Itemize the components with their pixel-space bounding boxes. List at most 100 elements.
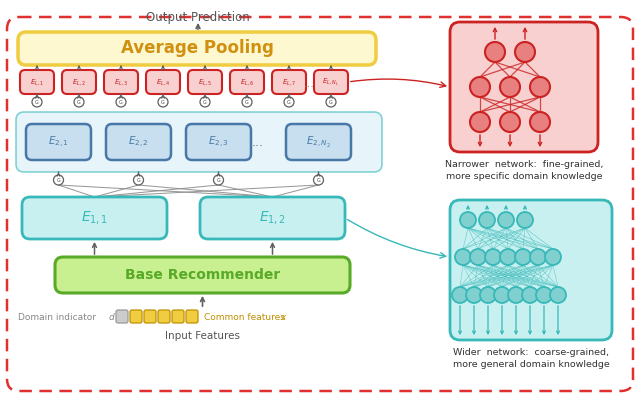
Text: $E_{L,2}$: $E_{L,2}$ bbox=[72, 77, 86, 87]
Text: Output Prediction: Output Prediction bbox=[146, 11, 250, 24]
FancyBboxPatch shape bbox=[20, 70, 54, 94]
Text: G: G bbox=[329, 100, 333, 104]
Text: $E_{L,7}$: $E_{L,7}$ bbox=[282, 77, 296, 87]
FancyBboxPatch shape bbox=[272, 70, 306, 94]
Circle shape bbox=[485, 42, 505, 62]
Circle shape bbox=[500, 249, 516, 265]
Text: G: G bbox=[35, 100, 39, 104]
Text: G: G bbox=[56, 177, 60, 183]
Text: $E_{L,4}$: $E_{L,4}$ bbox=[156, 77, 170, 87]
Text: G: G bbox=[287, 100, 291, 104]
Circle shape bbox=[515, 249, 531, 265]
Text: Wider  network:  coarse-grained,: Wider network: coarse-grained, bbox=[453, 348, 609, 357]
Circle shape bbox=[470, 77, 490, 97]
Circle shape bbox=[480, 287, 496, 303]
FancyBboxPatch shape bbox=[130, 310, 142, 323]
Circle shape bbox=[314, 175, 323, 185]
FancyBboxPatch shape bbox=[172, 310, 184, 323]
Circle shape bbox=[242, 97, 252, 107]
Text: G: G bbox=[161, 100, 165, 104]
Text: ...: ... bbox=[252, 135, 264, 148]
FancyBboxPatch shape bbox=[144, 310, 156, 323]
Circle shape bbox=[500, 77, 520, 97]
Text: $E_{1,2}$: $E_{1,2}$ bbox=[259, 210, 286, 226]
FancyBboxPatch shape bbox=[450, 200, 612, 340]
Circle shape bbox=[116, 97, 126, 107]
Text: $d$: $d$ bbox=[108, 312, 116, 322]
Circle shape bbox=[460, 212, 476, 228]
Text: Narrower  network:  fine-grained,: Narrower network: fine-grained, bbox=[445, 160, 603, 169]
FancyBboxPatch shape bbox=[18, 32, 376, 65]
Text: $E_{2,1}$: $E_{2,1}$ bbox=[48, 135, 69, 150]
Circle shape bbox=[32, 97, 42, 107]
FancyBboxPatch shape bbox=[158, 310, 170, 323]
FancyBboxPatch shape bbox=[230, 70, 264, 94]
Circle shape bbox=[530, 77, 550, 97]
Circle shape bbox=[550, 287, 566, 303]
FancyBboxPatch shape bbox=[186, 124, 251, 160]
FancyBboxPatch shape bbox=[186, 310, 198, 323]
Text: G: G bbox=[245, 100, 249, 104]
FancyBboxPatch shape bbox=[106, 124, 171, 160]
Text: $x$: $x$ bbox=[280, 312, 287, 322]
FancyBboxPatch shape bbox=[62, 70, 96, 94]
Circle shape bbox=[494, 287, 510, 303]
Text: $E_{L,N_L}$: $E_{L,N_L}$ bbox=[323, 77, 339, 87]
Circle shape bbox=[522, 287, 538, 303]
Text: G: G bbox=[136, 177, 140, 183]
Circle shape bbox=[284, 97, 294, 107]
Circle shape bbox=[530, 112, 550, 132]
FancyBboxPatch shape bbox=[116, 310, 128, 323]
Text: G: G bbox=[203, 100, 207, 104]
Text: G: G bbox=[119, 100, 123, 104]
Text: Common features: Common features bbox=[204, 312, 288, 322]
Circle shape bbox=[536, 287, 552, 303]
Circle shape bbox=[134, 175, 143, 185]
FancyBboxPatch shape bbox=[200, 197, 345, 239]
Text: $E_{L,3}$: $E_{L,3}$ bbox=[114, 77, 128, 87]
Text: Domain indicator: Domain indicator bbox=[18, 312, 99, 322]
Text: $E_{L,6}$: $E_{L,6}$ bbox=[240, 77, 254, 87]
FancyBboxPatch shape bbox=[286, 124, 351, 160]
Text: G: G bbox=[317, 177, 321, 183]
Circle shape bbox=[498, 212, 514, 228]
Text: G: G bbox=[216, 177, 220, 183]
Circle shape bbox=[466, 287, 482, 303]
Circle shape bbox=[158, 97, 168, 107]
Circle shape bbox=[485, 249, 501, 265]
Text: $E_{2,2}$: $E_{2,2}$ bbox=[128, 135, 149, 150]
Text: ...: ... bbox=[303, 79, 314, 89]
FancyBboxPatch shape bbox=[146, 70, 180, 94]
Text: $E_{L,5}$: $E_{L,5}$ bbox=[198, 77, 212, 87]
Circle shape bbox=[508, 287, 524, 303]
Circle shape bbox=[515, 42, 535, 62]
FancyBboxPatch shape bbox=[104, 70, 138, 94]
Text: more general domain knowledge: more general domain knowledge bbox=[452, 360, 609, 369]
Circle shape bbox=[470, 112, 490, 132]
FancyBboxPatch shape bbox=[16, 112, 382, 172]
FancyBboxPatch shape bbox=[22, 197, 167, 239]
Text: Base Recommender: Base Recommender bbox=[125, 268, 280, 282]
FancyBboxPatch shape bbox=[450, 22, 598, 152]
Circle shape bbox=[54, 175, 63, 185]
FancyBboxPatch shape bbox=[314, 70, 348, 94]
FancyBboxPatch shape bbox=[188, 70, 222, 94]
Circle shape bbox=[455, 249, 471, 265]
Circle shape bbox=[74, 97, 84, 107]
Text: Input Features: Input Features bbox=[165, 331, 240, 341]
Circle shape bbox=[470, 249, 486, 265]
Text: $E_{1,1}$: $E_{1,1}$ bbox=[81, 210, 108, 226]
Circle shape bbox=[530, 249, 546, 265]
Text: $E_{2,3}$: $E_{2,3}$ bbox=[208, 135, 229, 150]
Circle shape bbox=[326, 97, 336, 107]
Text: $E_{2,N_2}$: $E_{2,N_2}$ bbox=[306, 135, 331, 150]
Text: Average Pooling: Average Pooling bbox=[120, 39, 273, 57]
Text: more specific domain knowledge: more specific domain knowledge bbox=[445, 172, 602, 181]
Circle shape bbox=[452, 287, 468, 303]
Circle shape bbox=[500, 112, 520, 132]
FancyBboxPatch shape bbox=[55, 257, 350, 293]
Text: G: G bbox=[77, 100, 81, 104]
Circle shape bbox=[545, 249, 561, 265]
FancyBboxPatch shape bbox=[26, 124, 91, 160]
Text: $E_{L,1}$: $E_{L,1}$ bbox=[30, 77, 44, 87]
